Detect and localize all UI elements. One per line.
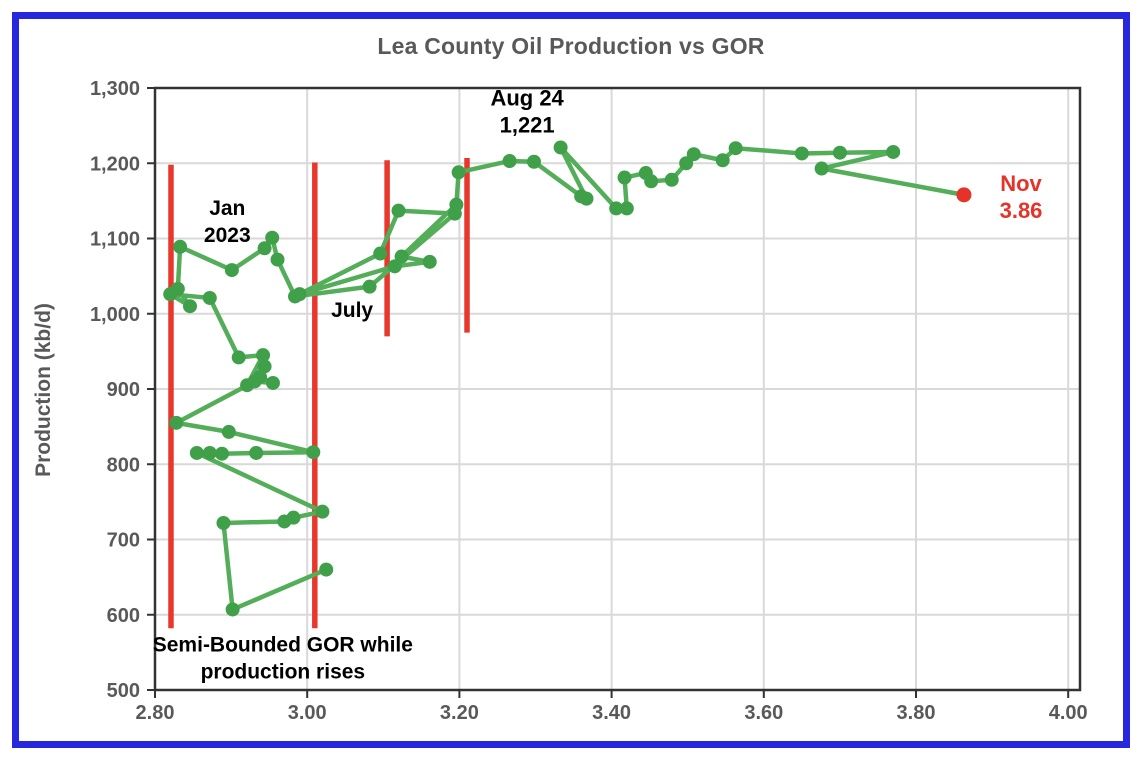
data-point bbox=[315, 504, 330, 519]
data-point bbox=[240, 378, 255, 393]
data-point bbox=[617, 170, 632, 185]
y-axis-tick-label: 1,200 bbox=[90, 153, 140, 175]
data-point bbox=[728, 141, 743, 156]
chart-title: Lea County Oil Production vs GOR bbox=[377, 33, 765, 59]
x-axis-tick-label: 4.00 bbox=[1049, 702, 1088, 724]
data-point bbox=[292, 287, 307, 302]
data-point bbox=[173, 239, 188, 254]
highlight-data-point bbox=[956, 187, 972, 203]
data-point bbox=[189, 445, 204, 460]
data-point bbox=[257, 241, 272, 256]
data-point bbox=[502, 153, 517, 168]
data-point bbox=[214, 446, 229, 461]
data-point bbox=[394, 249, 409, 264]
y-axis-tick-label: 600 bbox=[107, 605, 140, 627]
data-point bbox=[270, 252, 285, 267]
annotation-aug-24-peak: Aug 24 1,221 bbox=[490, 85, 564, 137]
data-point bbox=[216, 515, 231, 530]
data-point bbox=[619, 201, 634, 216]
y-axis-tick-label: 500 bbox=[107, 680, 140, 702]
x-axis-tick-label: 3.00 bbox=[288, 702, 327, 724]
blue-window-border bbox=[12, 12, 1130, 748]
data-point bbox=[202, 290, 217, 305]
annotation-semi-bounded: Semi-Bounded GOR while production rises bbox=[153, 634, 413, 684]
data-point bbox=[265, 230, 280, 245]
data-point bbox=[362, 279, 377, 294]
x-axis-tick-label: 3.40 bbox=[592, 702, 631, 724]
data-point bbox=[286, 510, 301, 525]
data-point bbox=[391, 203, 406, 218]
data-point bbox=[686, 147, 701, 162]
data-point bbox=[169, 415, 184, 430]
data-point bbox=[231, 350, 246, 365]
data-point bbox=[253, 369, 268, 384]
y-axis-tick-label: 1,000 bbox=[90, 304, 140, 326]
x-axis-tick-label: 3.20 bbox=[440, 702, 479, 724]
data-point bbox=[832, 145, 847, 160]
data-point bbox=[644, 174, 659, 189]
x-axis-tick-label: 3.80 bbox=[897, 702, 936, 724]
annotation-jan-2023: Jan 2023 bbox=[204, 197, 251, 247]
data-point bbox=[422, 254, 437, 269]
annotation-nov-gor: Nov 3.86 bbox=[1000, 171, 1043, 223]
data-point bbox=[794, 146, 809, 161]
data-point bbox=[449, 197, 464, 212]
data-point bbox=[170, 281, 185, 296]
data-point bbox=[221, 424, 236, 439]
data-point bbox=[249, 445, 264, 460]
data-point bbox=[319, 562, 334, 577]
y-axis-tick-label: 1,100 bbox=[90, 229, 140, 251]
data-point bbox=[265, 375, 280, 390]
annotation-july: July bbox=[331, 299, 373, 322]
data-point bbox=[553, 140, 568, 155]
x-axis-tick-label: 3.60 bbox=[744, 702, 783, 724]
y-axis-tick-label: 1,300 bbox=[90, 78, 140, 100]
data-point bbox=[886, 144, 901, 159]
data-point bbox=[715, 153, 730, 168]
data-point bbox=[306, 445, 321, 460]
y-axis-tick-label: 800 bbox=[107, 454, 140, 476]
data-point bbox=[609, 201, 624, 216]
data-point bbox=[451, 165, 466, 180]
data-point bbox=[387, 259, 402, 274]
data-point bbox=[664, 172, 679, 187]
x-axis-tick-label: 2.80 bbox=[136, 702, 175, 724]
y-axis-tick-label: 900 bbox=[107, 379, 140, 401]
data-point bbox=[225, 602, 240, 617]
data-point bbox=[526, 154, 541, 169]
data-point bbox=[224, 263, 239, 278]
data-point bbox=[256, 348, 271, 363]
data-point bbox=[373, 246, 388, 261]
y-axis-tick-label: 700 bbox=[107, 530, 140, 552]
data-point bbox=[579, 191, 594, 206]
data-point bbox=[183, 299, 198, 314]
data-point bbox=[814, 161, 829, 176]
data-point bbox=[202, 445, 217, 460]
data-point bbox=[257, 359, 272, 374]
